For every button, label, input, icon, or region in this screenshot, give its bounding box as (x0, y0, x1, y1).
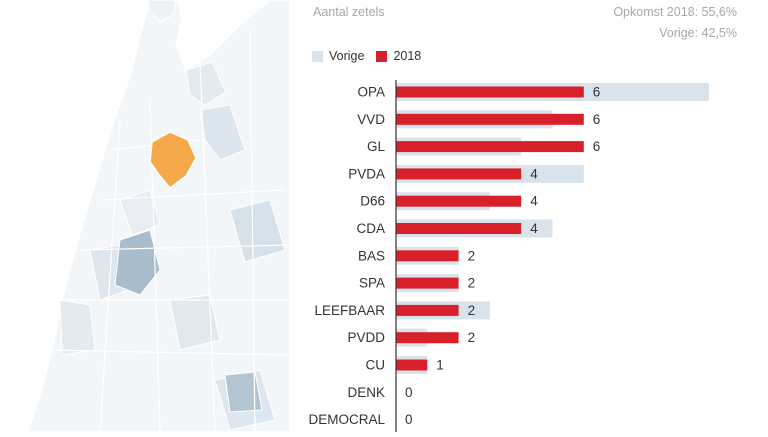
legend-item-previous: Vorige (312, 49, 364, 63)
bar-2018 (396, 86, 584, 98)
chart-legend: Vorige 2018 (312, 49, 433, 63)
legend-item-current: 2018 (376, 49, 421, 63)
bar-2018 (396, 359, 428, 371)
category-label: PVDD (347, 330, 385, 345)
map-water (114, 229, 161, 296)
category-label: GL (367, 139, 386, 154)
value-label: 2 (468, 330, 476, 345)
map-region (169, 294, 221, 351)
map-water (224, 371, 263, 413)
bar-2018 (396, 277, 459, 289)
category-label: CDA (356, 221, 385, 236)
value-label: 2 (468, 248, 476, 263)
value-label: 6 (593, 139, 601, 154)
category-label: BAS (358, 248, 385, 263)
value-label: 6 (593, 85, 601, 100)
bar-2018 (396, 223, 522, 234)
category-label: SPA (359, 276, 385, 291)
map-region (59, 299, 96, 356)
category-label: OPA (357, 85, 385, 100)
map-region (185, 61, 227, 106)
map-island (147, 0, 177, 23)
value-label: 4 (530, 221, 538, 236)
value-label: 6 (593, 112, 601, 127)
value-label: 2 (468, 276, 476, 291)
value-label: 4 (530, 194, 538, 209)
chart-title: Aantal zetels (313, 5, 385, 19)
bar-2018 (396, 250, 459, 262)
bar-2018 (396, 141, 584, 153)
legend-swatch-previous (312, 50, 323, 62)
bar-chart: OPA 6 VVD 6 GL 6 PVDA 4 D66 4 CDA 4 BAS 2 SPA 2 LEEFBAAR… (308, 80, 709, 432)
legend-label-previous: Vorige (329, 49, 365, 63)
category-label: PVDA (348, 166, 385, 181)
category-label: LEEFBAAR (314, 303, 385, 318)
value-label: 0 (405, 412, 413, 427)
bar-2018 (396, 113, 584, 125)
value-label: 0 (405, 385, 413, 400)
category-label: DENK (347, 385, 385, 400)
category-label: CU (366, 358, 386, 373)
map-region (119, 189, 161, 236)
value-label: 1 (436, 358, 444, 373)
legend-label-current: 2018 (393, 49, 422, 63)
bar-2018 (396, 168, 522, 180)
turnout-2018: Opkomst 2018: 55,6% (613, 5, 737, 19)
category-label: VVD (357, 112, 385, 127)
bar-2018 (396, 304, 459, 316)
selected-municipality[interactable] (149, 131, 197, 190)
legend-swatch-current (376, 50, 388, 62)
category-label: DEMOCRAL (308, 412, 385, 427)
turnout-previous: Vorige: 42,5% (659, 26, 737, 40)
bar-2018 (396, 332, 459, 344)
value-label: 2 (468, 303, 476, 318)
municipality-map[interactable] (0, 0, 291, 433)
bar-2018 (396, 195, 522, 207)
value-label: 4 (530, 166, 538, 181)
category-label: D66 (360, 194, 385, 209)
map-region (199, 104, 246, 161)
